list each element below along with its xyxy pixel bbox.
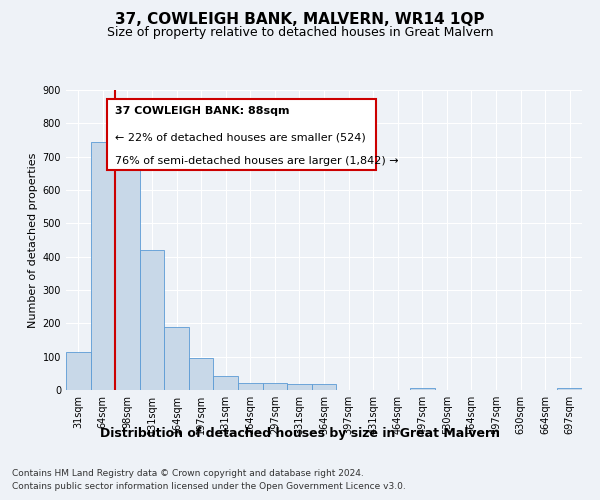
Text: Size of property relative to detached houses in Great Malvern: Size of property relative to detached ho… bbox=[107, 26, 493, 39]
Bar bbox=[214, 376, 238, 390]
Bar bbox=[312, 384, 336, 390]
Bar bbox=[263, 384, 287, 390]
Text: ← 22% of detached houses are smaller (524): ← 22% of detached houses are smaller (52… bbox=[115, 132, 366, 142]
Y-axis label: Number of detached properties: Number of detached properties bbox=[28, 152, 38, 328]
Bar bbox=[66, 352, 91, 390]
Bar bbox=[287, 384, 312, 390]
Text: 37 COWLEIGH BANK: 88sqm: 37 COWLEIGH BANK: 88sqm bbox=[115, 106, 290, 117]
Text: Contains HM Land Registry data © Crown copyright and database right 2024.: Contains HM Land Registry data © Crown c… bbox=[12, 468, 364, 477]
Bar bbox=[115, 140, 140, 390]
Text: 76% of semi-detached houses are larger (1,842) →: 76% of semi-detached houses are larger (… bbox=[115, 156, 398, 166]
Text: Distribution of detached houses by size in Great Malvern: Distribution of detached houses by size … bbox=[100, 428, 500, 440]
FancyBboxPatch shape bbox=[107, 99, 376, 170]
Bar bbox=[140, 250, 164, 390]
Bar bbox=[91, 142, 115, 390]
Bar bbox=[189, 358, 214, 390]
Bar bbox=[557, 388, 582, 390]
Bar bbox=[410, 388, 434, 390]
Text: 37, COWLEIGH BANK, MALVERN, WR14 1QP: 37, COWLEIGH BANK, MALVERN, WR14 1QP bbox=[115, 12, 485, 28]
Bar bbox=[238, 384, 263, 390]
Bar bbox=[164, 326, 189, 390]
Text: Contains public sector information licensed under the Open Government Licence v3: Contains public sector information licen… bbox=[12, 482, 406, 491]
